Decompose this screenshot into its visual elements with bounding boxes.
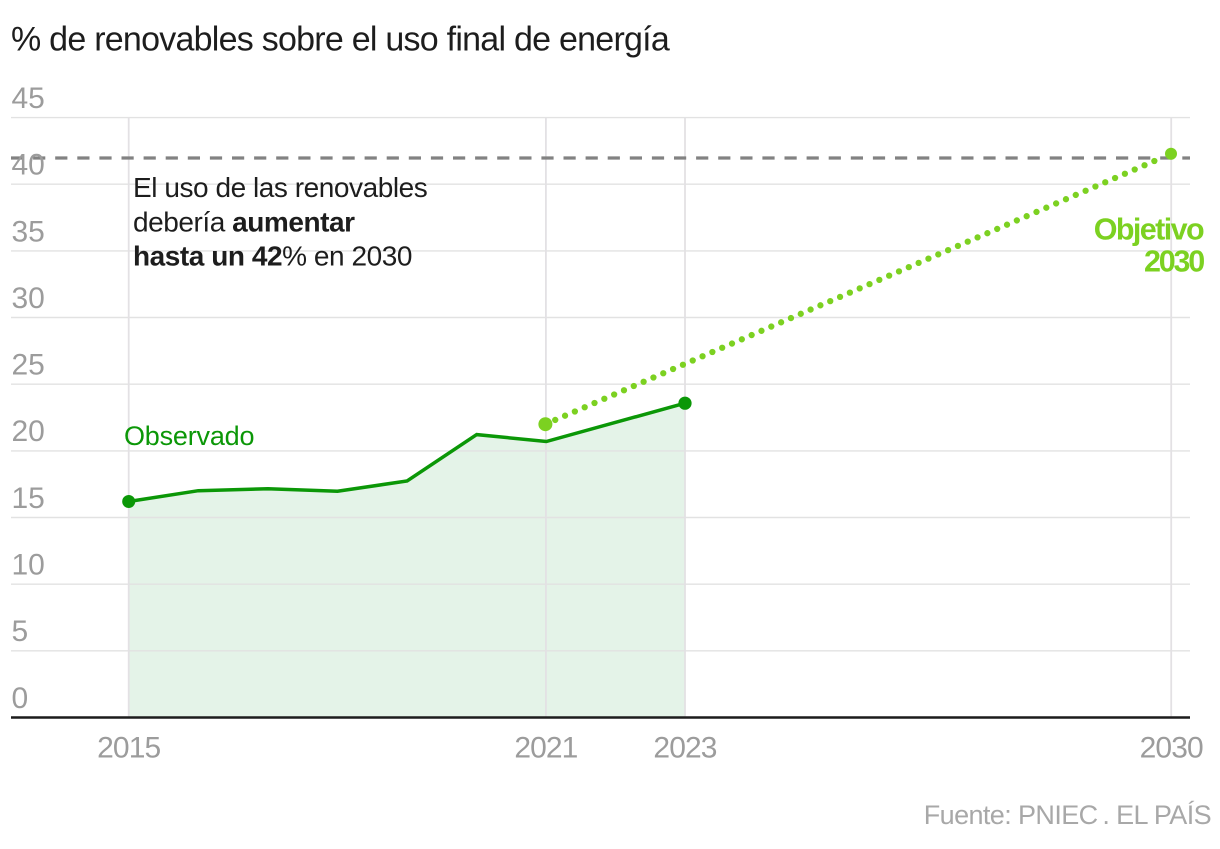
svg-text:2030: 2030	[1140, 731, 1203, 764]
svg-text:2021: 2021	[514, 731, 577, 764]
svg-text:5: 5	[12, 615, 29, 648]
svg-text:2015: 2015	[97, 731, 160, 764]
svg-text:Objetivo: Objetivo	[1094, 213, 1204, 247]
svg-text:Fuente: PNIEC . EL PAÍS: Fuente: PNIEC . EL PAÍS	[924, 800, 1211, 830]
svg-text:% de renovables sobre el uso f: % de renovables sobre el uso final de en…	[11, 21, 670, 59]
svg-text:35: 35	[12, 215, 45, 248]
svg-text:El uso de las renovables: El uso de las renovables	[133, 172, 427, 203]
svg-text:0: 0	[12, 682, 29, 715]
svg-text:debería aumentar: debería aumentar	[133, 206, 355, 237]
svg-text:hasta un 42% en 2030: hasta un 42% en 2030	[133, 241, 412, 272]
svg-text:2030: 2030	[1144, 245, 1204, 279]
svg-text:15: 15	[12, 482, 45, 515]
svg-text:10: 10	[12, 549, 45, 582]
svg-text:40: 40	[12, 149, 45, 182]
svg-text:Observado: Observado	[124, 421, 254, 451]
svg-text:25: 25	[12, 349, 45, 382]
svg-text:2023: 2023	[653, 731, 716, 764]
svg-text:45: 45	[12, 82, 45, 115]
svg-text:30: 30	[12, 282, 45, 315]
svg-text:20: 20	[12, 415, 45, 448]
